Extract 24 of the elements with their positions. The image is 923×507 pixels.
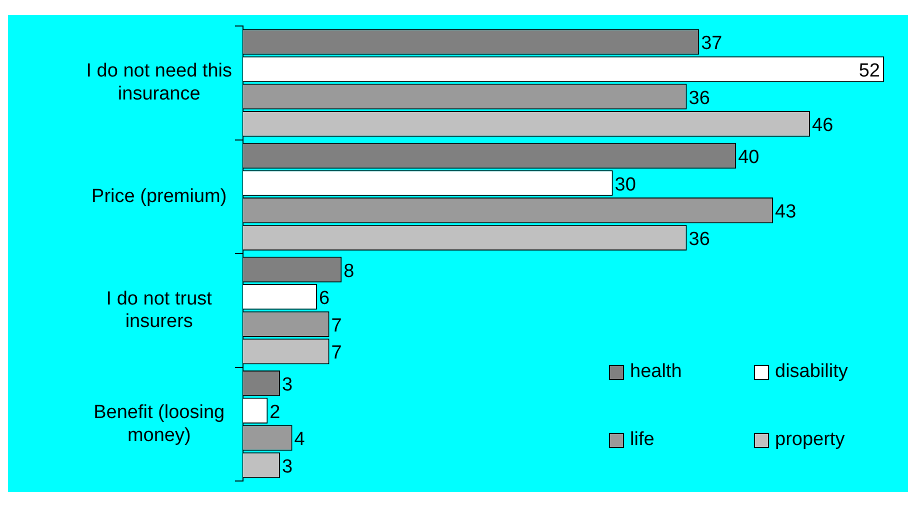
legend-label: health (630, 361, 682, 384)
y-tick-label: Benefit (loosing money) (94, 402, 225, 446)
data-label: 37 (701, 33, 722, 54)
data-label: 3 (282, 374, 293, 396)
data-label: 52 (858, 60, 880, 82)
data-label: 36 (688, 88, 710, 109)
data-label: 6 (318, 288, 330, 310)
y-tick-label: Price (premium) (92, 186, 227, 207)
legend-label: property (775, 429, 845, 452)
y-tick-label: I do not trust insurers (106, 288, 213, 332)
data-label: 40 (738, 146, 760, 168)
data-label: 8 (344, 260, 354, 282)
y-tick-label: I do not need this insurance (86, 60, 232, 105)
data-label: 43 (775, 202, 796, 223)
data-label: 36 (688, 228, 710, 250)
legend-label: disability (775, 361, 848, 384)
data-label: 30 (614, 174, 636, 196)
data-label: 4 (294, 429, 306, 450)
data-label: 3 (282, 456, 293, 478)
legend-label: life (630, 429, 654, 452)
data-label: 2 (270, 402, 280, 423)
data-label: 7 (331, 315, 342, 336)
data-label: 7 (331, 342, 342, 364)
data-label: 46 (812, 115, 834, 136)
